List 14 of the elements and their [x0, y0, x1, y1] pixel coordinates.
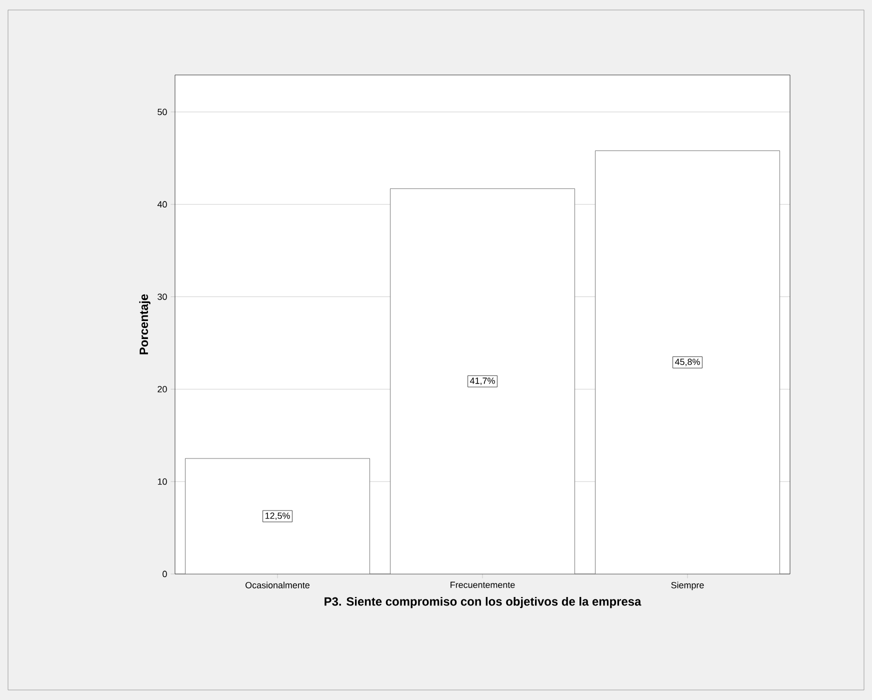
data-label: 41,7%	[470, 378, 495, 385]
y-axis-title: Porcentaje	[139, 294, 150, 354]
x-axis-title: P3. Siente compromiso con los objetivos de la empresa	[324, 596, 642, 608]
y-tick-label: 20	[158, 386, 167, 392]
y-tick-label: 40	[157, 201, 167, 208]
x-tick-label: Ocasionalmente	[246, 582, 310, 588]
x-tick-label: Frecuentemente	[450, 582, 515, 588]
x-tick-label: Siempre	[671, 582, 704, 590]
data-label: 12,5%	[265, 512, 290, 520]
y-tick-label: 0	[162, 570, 167, 578]
y-tick-label: 30	[158, 294, 167, 300]
y-tick-label: 10	[158, 478, 167, 485]
data-label: 45,8%	[675, 358, 700, 366]
y-tick-label: 50	[158, 108, 167, 116]
